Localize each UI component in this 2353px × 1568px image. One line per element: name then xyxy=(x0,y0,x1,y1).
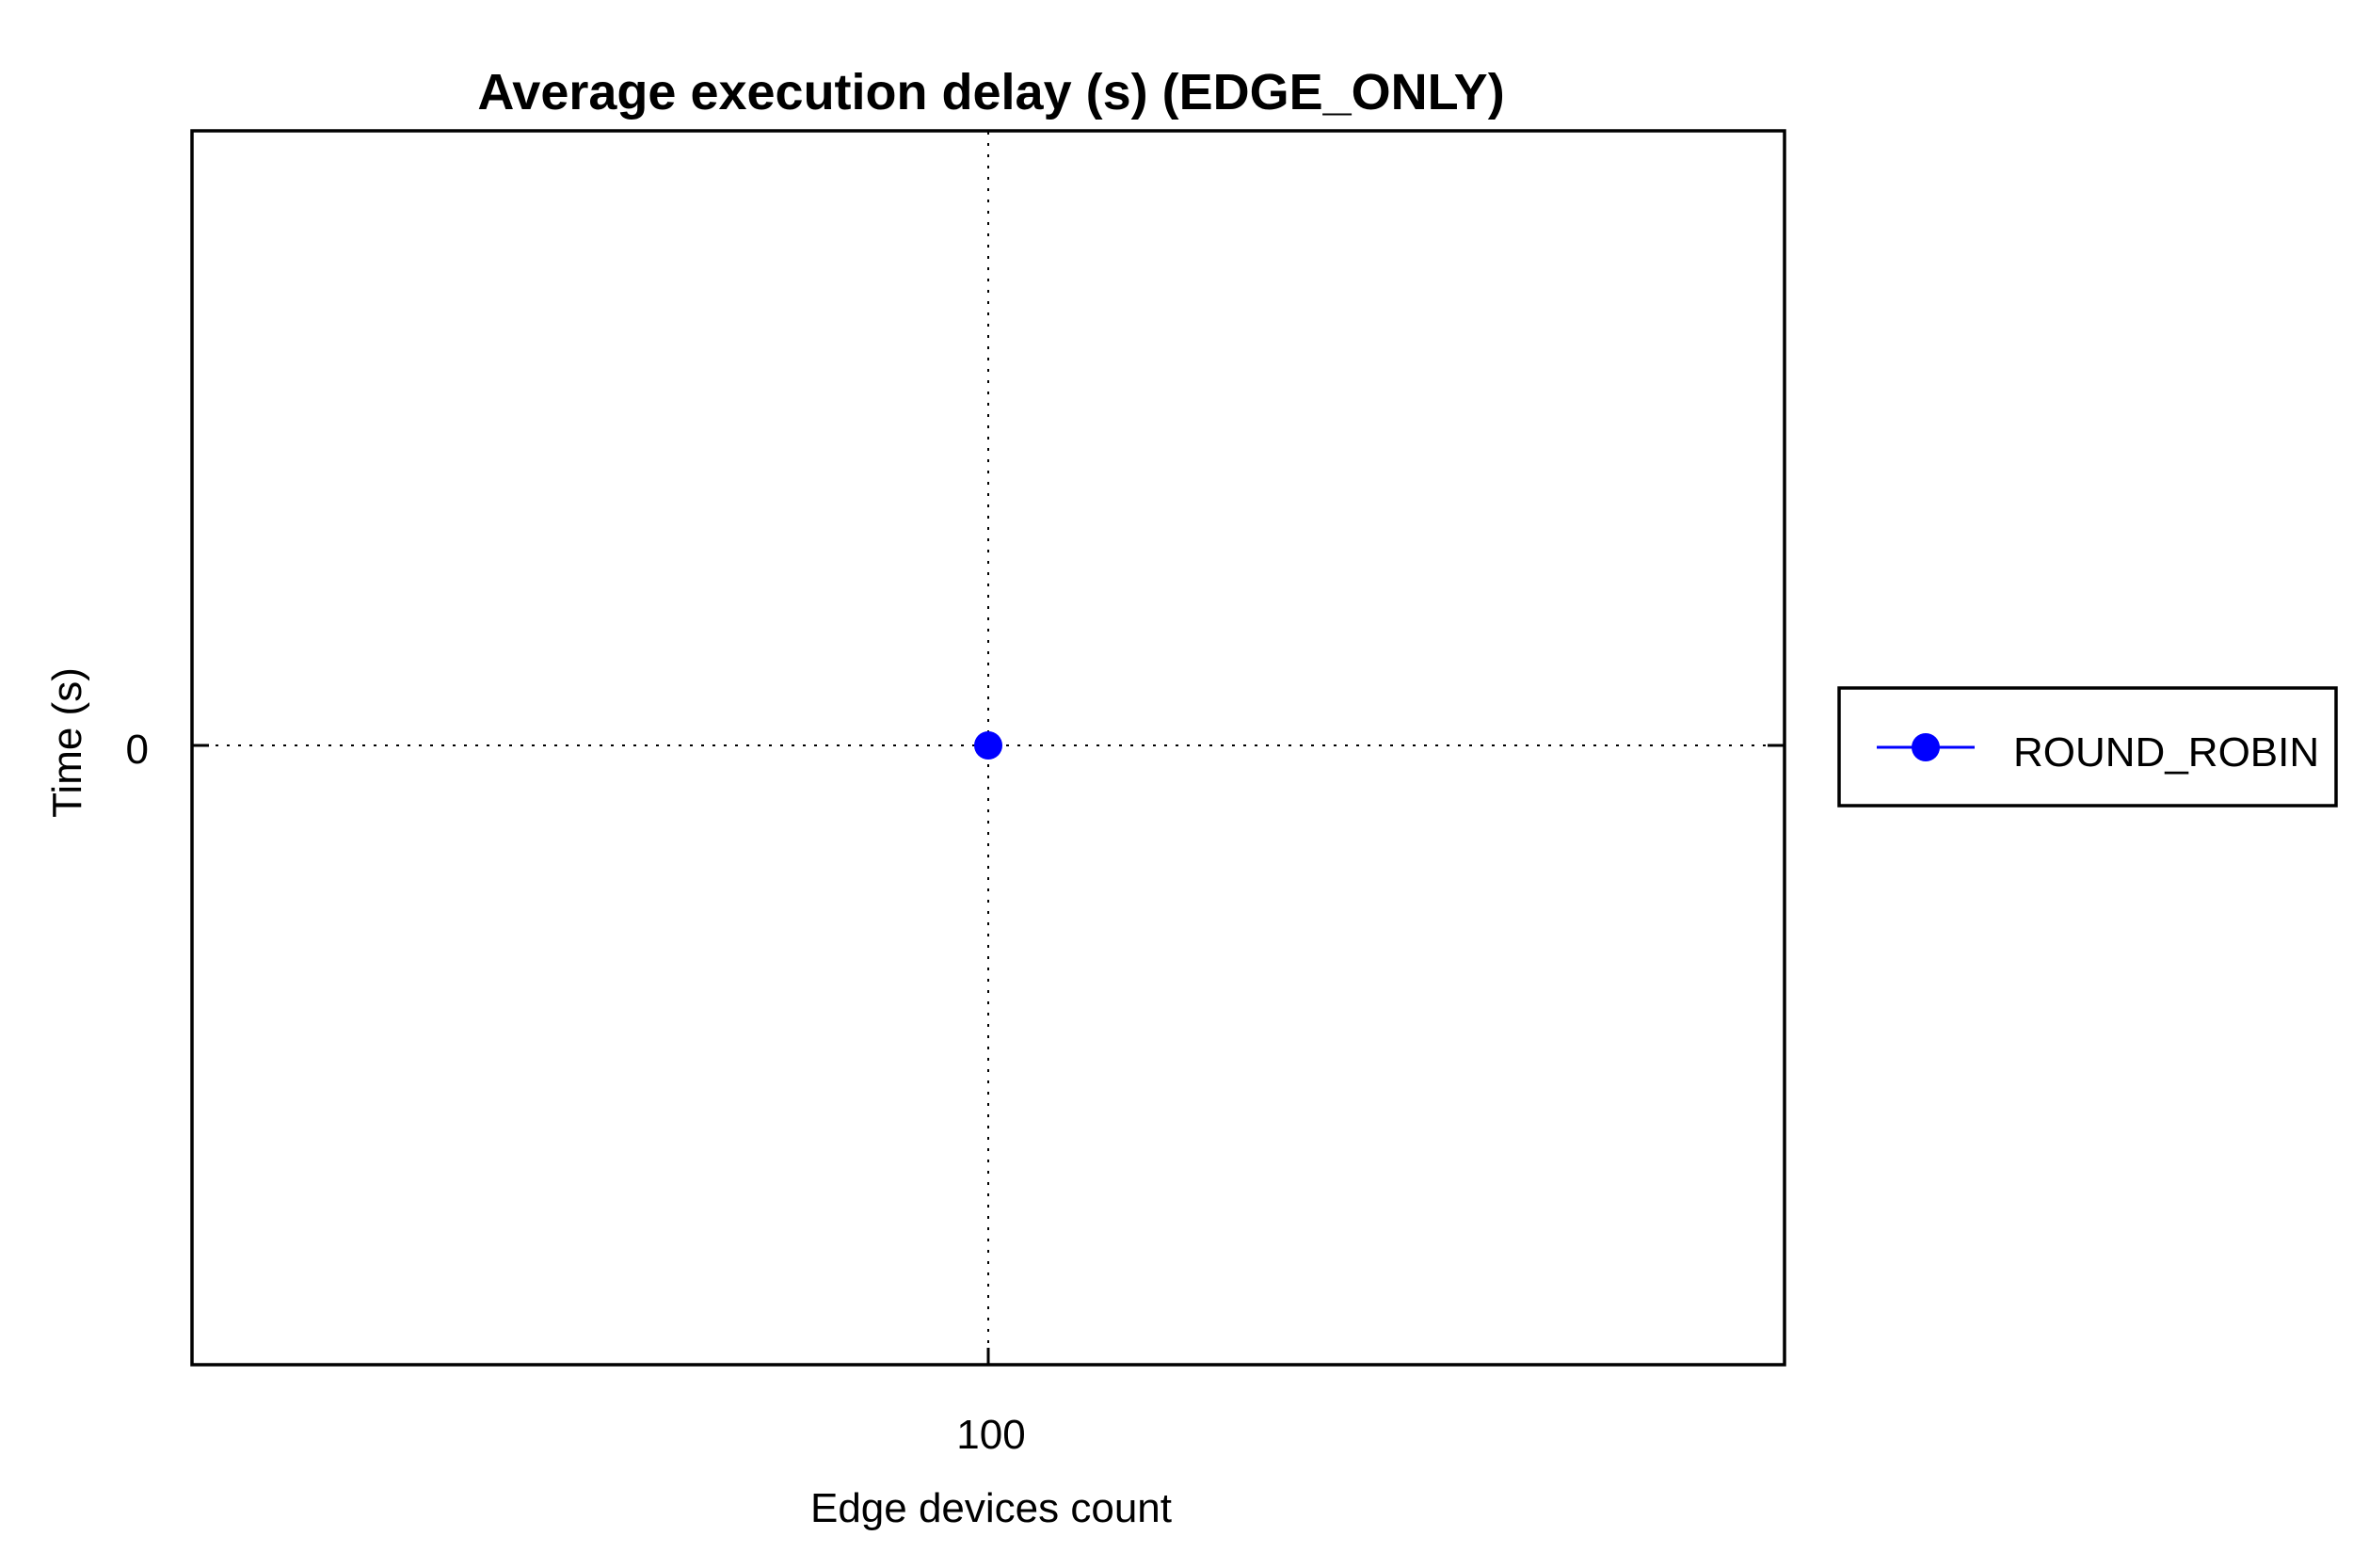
y-axis-label: Time (s) xyxy=(44,667,90,818)
legend: ROUND_ROBIN xyxy=(1837,686,2338,808)
chart-title: Average execution delay (s) (EDGE_ONLY) xyxy=(477,64,1504,120)
data-point-0-0 xyxy=(974,731,1002,760)
legend-series-marker xyxy=(1912,733,1940,761)
x-axis-label: Edge devices count xyxy=(810,1485,1172,1531)
y-tick-label: 0 xyxy=(126,727,149,773)
plot-area xyxy=(190,129,1786,1367)
x-tick-label: 100 xyxy=(956,1412,1025,1458)
legend-series-label: ROUND_ROBIN xyxy=(2013,729,2319,776)
